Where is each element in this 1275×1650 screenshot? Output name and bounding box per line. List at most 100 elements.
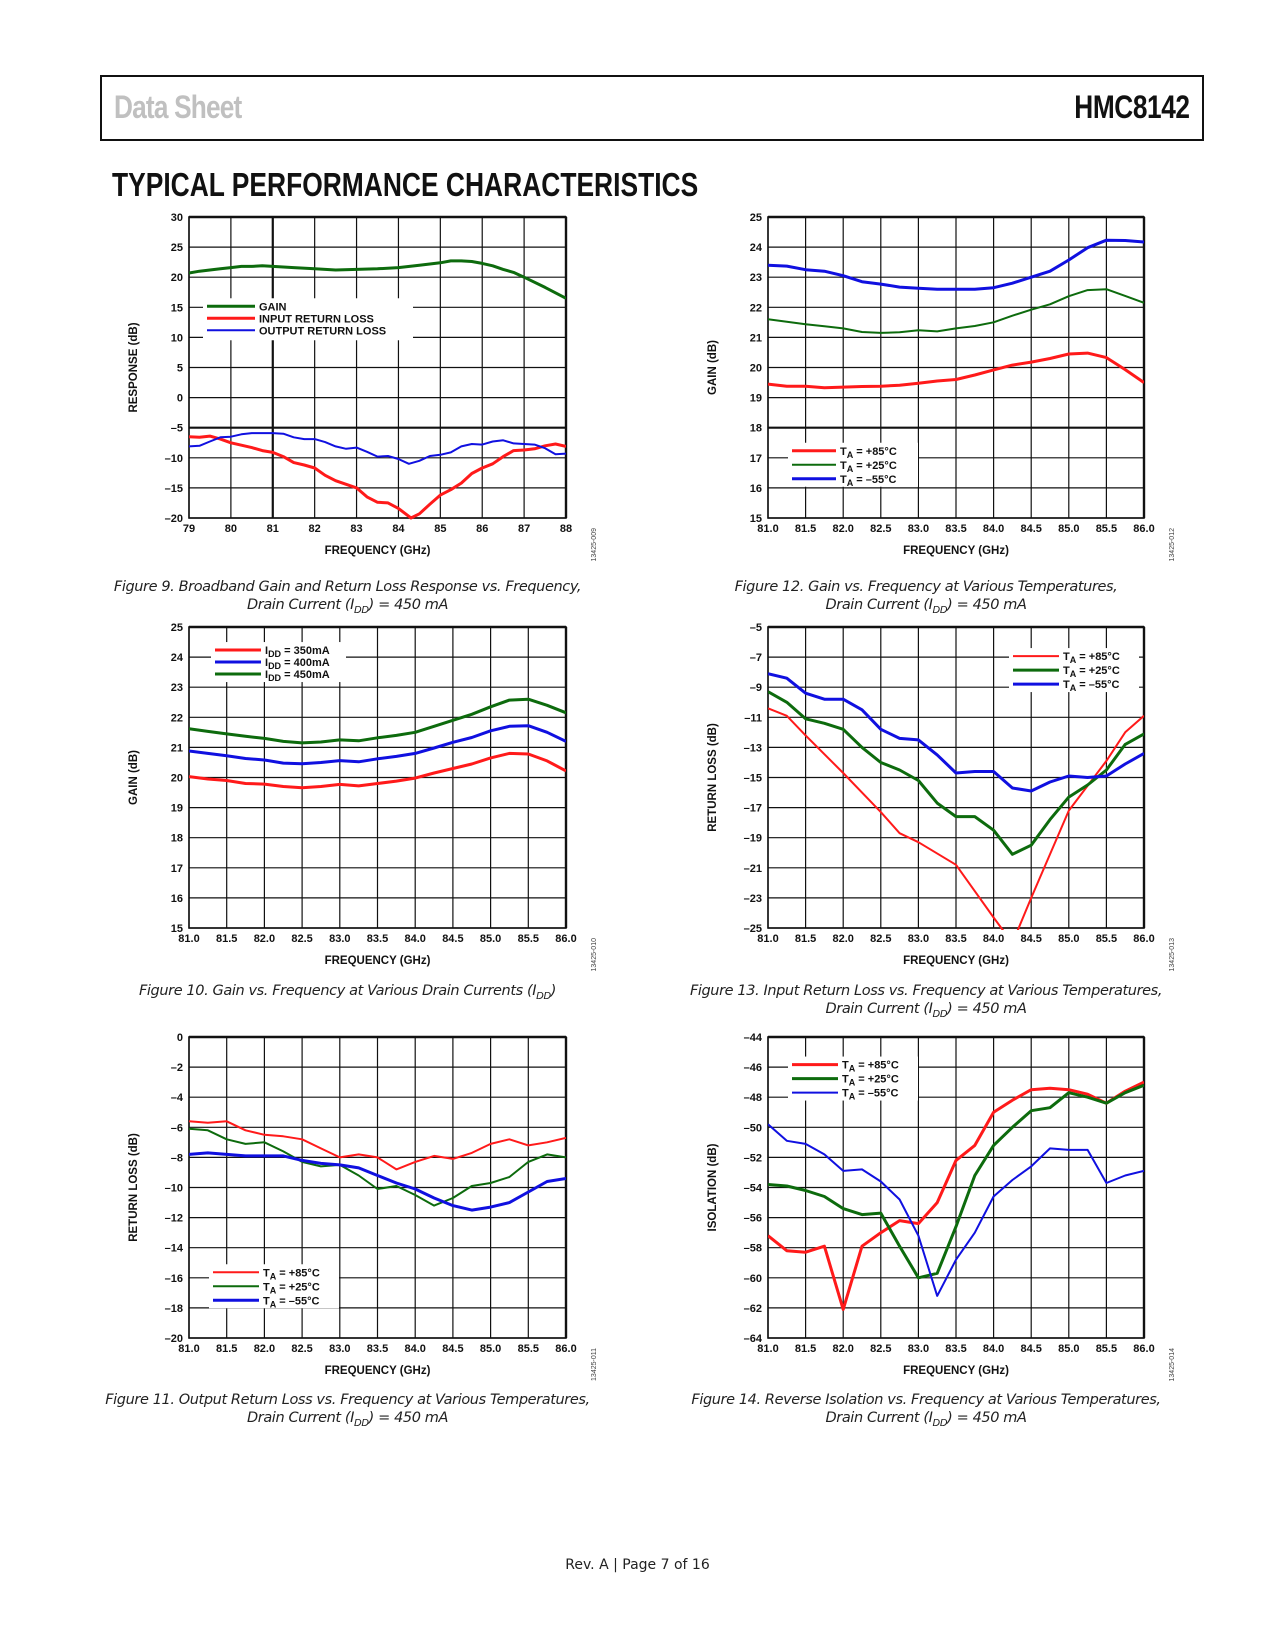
y-tick-label: –56 — [744, 1213, 762, 1225]
y-tick-label: 30 — [171, 212, 183, 224]
y-tick-label: –58 — [744, 1243, 762, 1255]
x-tick-label: 82.5 — [291, 933, 312, 945]
x-tick-label: 84.0 — [983, 523, 1004, 535]
x-tick-label: 85.0 — [1058, 933, 1079, 945]
legend: TA = +85°CTA = +25°CTA = –55°C — [1013, 651, 1120, 693]
x-axis-label: FREQUENCY (GHz) — [903, 955, 1009, 967]
y-tick-label: –52 — [744, 1152, 762, 1164]
y-tick-label: 17 — [171, 863, 183, 875]
x-tick-label: 83.5 — [945, 523, 966, 535]
y-axis-label: RESPONSE (dB) — [128, 322, 140, 412]
x-tick-label: 84.0 — [983, 933, 1004, 945]
y-tick-label: 0 — [177, 393, 183, 405]
y-tick-label: 22 — [750, 302, 762, 314]
y-tick-label: –14 — [165, 1243, 184, 1255]
x-axis-label: FREQUENCY (GHz) — [903, 1365, 1009, 1377]
y-tick-label: –21 — [744, 863, 762, 875]
legend: TA = +85°CTA = +25°CTA = –55°C — [792, 1060, 899, 1102]
series-line-1 — [768, 288, 1144, 334]
y-tick-label: 20 — [171, 773, 183, 785]
legend-label: IDD = 350mA — [265, 645, 330, 659]
x-axis-label: FREQUENCY (GHz) — [325, 955, 431, 967]
y-tick-label: 5 — [177, 363, 183, 375]
y-tick-label: –12 — [165, 1213, 183, 1225]
x-tick-label: 88 — [560, 523, 572, 535]
series-line-0 — [189, 751, 566, 790]
x-tick-label: 81.0 — [757, 1343, 778, 1355]
x-tick-label: 81.5 — [216, 1343, 237, 1355]
y-tick-label: 25 — [171, 242, 183, 254]
series-line-1 — [189, 434, 566, 520]
x-tick-label: 81.5 — [795, 523, 816, 535]
y-tick-label: 24 — [750, 242, 763, 254]
x-tick-label: 83.0 — [329, 1343, 350, 1355]
legend-label: IDD = 400mA — [265, 657, 330, 671]
y-tick-label: –16 — [165, 1273, 183, 1285]
legend-label: TA = –55°C — [842, 1088, 899, 1102]
caption-line-2: Drain Current (IDD) = 450 mA — [825, 1410, 1027, 1429]
x-tick-label: 85.0 — [1058, 1343, 1079, 1355]
caption-line-1: Figure 9. Broadband Gain and Return Loss… — [113, 579, 582, 595]
y-tick-label: 16 — [171, 893, 183, 905]
x-tick-label: 85.5 — [1096, 1343, 1117, 1355]
x-tick-label: 81.0 — [757, 933, 778, 945]
x-tick-label: 84.0 — [404, 933, 425, 945]
x-tick-label: 82.5 — [870, 523, 891, 535]
x-axis-label: FREQUENCY (GHz) — [903, 545, 1009, 557]
series-line-2 — [189, 1151, 566, 1212]
chart-fig11: 81.0 81.5 82.0 82.5 83.0 83.5 84.0 84.5 85.0 85.5… — [128, 1032, 598, 1381]
y-tick-label: –62 — [744, 1303, 762, 1315]
x-tick-label: 83.5 — [367, 933, 388, 945]
y-tick-label: 15 — [171, 923, 183, 935]
legend-label: TA = –55°C — [263, 1295, 320, 1309]
y-tick-label: 20 — [171, 272, 183, 284]
x-tick-label: 80 — [225, 523, 237, 535]
y-tick-label: 0 — [177, 1032, 183, 1044]
series-line-1 — [768, 1083, 1144, 1280]
figure-id: 13425-012 — [1169, 528, 1176, 562]
chart-fig10: 81.0 81.5 82.0 82.5 83.0 83.5 84.0 84.5 85.0 85.5… — [128, 622, 598, 971]
x-tick-label: 83.0 — [329, 933, 350, 945]
y-tick-label: 18 — [171, 833, 183, 845]
y-axis-label: RETURN LOSS (dB) — [128, 1133, 140, 1242]
x-tick-label: 86.0 — [555, 933, 576, 945]
y-axis-label: RETURN LOSS (dB) — [707, 723, 719, 832]
x-tick-label: 82.0 — [254, 933, 275, 945]
legend-label: TA = +85°C — [263, 1267, 320, 1281]
x-tick-label: 82 — [309, 523, 321, 535]
y-tick-label: –7 — [750, 652, 762, 664]
y-tick-label: –17 — [744, 803, 762, 815]
x-tick-label: 83.0 — [908, 1343, 929, 1355]
header-part-number: HMC8142 — [1074, 89, 1191, 125]
y-axis-label: GAIN (dB) — [128, 750, 140, 805]
y-tick-label: –18 — [165, 1303, 183, 1315]
legend: TA = +85°CTA = +25°CTA = –55°C — [213, 1267, 320, 1309]
figure-id: 13425-014 — [1169, 1348, 1176, 1382]
x-tick-label: 85.0 — [480, 933, 501, 945]
x-tick-label: 84.5 — [1020, 1343, 1041, 1355]
x-tick-label: 81.0 — [178, 1343, 199, 1355]
x-tick-label: 86 — [476, 523, 488, 535]
y-tick-label: –23 — [744, 893, 762, 905]
figure-id: 13425-011 — [591, 1348, 598, 1381]
caption-line-2: Drain Current (IDD) = 450 mA — [247, 1410, 448, 1429]
legend-label: TA = +85°C — [842, 1060, 899, 1074]
y-tick-label: –5 — [750, 622, 762, 634]
legend-label: TA = +25°C — [1063, 665, 1120, 679]
y-tick-label: –60 — [744, 1273, 762, 1285]
legend-label: TA = +25°C — [842, 1074, 899, 1088]
y-tick-label: 15 — [171, 302, 183, 314]
y-tick-label: 19 — [171, 803, 183, 815]
x-tick-label: 81.0 — [178, 933, 199, 945]
y-tick-label: 21 — [171, 742, 183, 754]
figure-caption: Figure 14. Reverse Isolation vs. Frequen… — [666, 1391, 1186, 1433]
chart-fig13: 81.0 81.5 82.0 82.5 83.0 83.5 84.0 84.5 85.0 85.5… — [707, 622, 1176, 971]
y-tick-label: –25 — [744, 923, 762, 935]
x-tick-label: 86.0 — [1133, 523, 1154, 535]
series-line-0 — [189, 259, 566, 300]
x-tick-label: 82.0 — [832, 933, 853, 945]
legend-label: GAIN — [259, 301, 287, 313]
x-axis-label: FREQUENCY (GHz) — [325, 1365, 431, 1377]
x-tick-label: 84.5 — [442, 1343, 463, 1355]
